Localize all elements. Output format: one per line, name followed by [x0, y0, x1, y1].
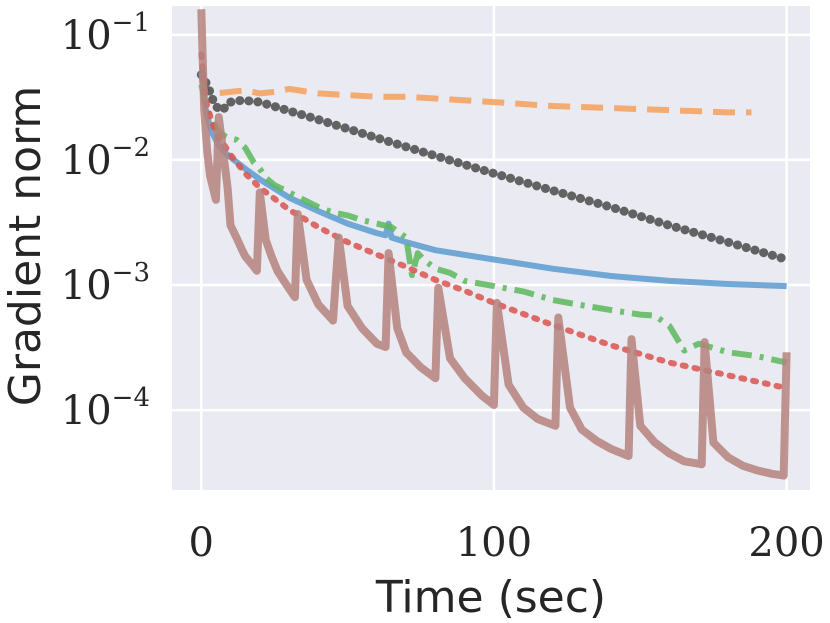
- y-tick-label: 10−1: [61, 8, 150, 59]
- series-line-dark-dotted: [196, 70, 792, 264]
- series-line-orange-dashed: [198, 71, 752, 116]
- x-tick-label: 100: [456, 520, 532, 566]
- tick-labels: 0 100 200 10−1 10−2 10−3 10−4: [61, 8, 825, 566]
- y-tick-label: 10−4: [61, 383, 150, 434]
- x-axis-title: Time (sec): [375, 572, 606, 623]
- y-tick-label: 10−3: [61, 258, 150, 309]
- y-axis-title: Gradient norm: [0, 86, 51, 406]
- series-layer: [196, 9, 792, 480]
- series-line-brown-solid: [197, 9, 791, 480]
- x-tick-label: 0: [189, 520, 214, 566]
- y-tick-label: 10−2: [61, 133, 150, 184]
- x-tick-label: 200: [748, 520, 824, 566]
- series-line-red-dotted: [198, 51, 790, 392]
- series-line-green-dashdot: [198, 83, 788, 366]
